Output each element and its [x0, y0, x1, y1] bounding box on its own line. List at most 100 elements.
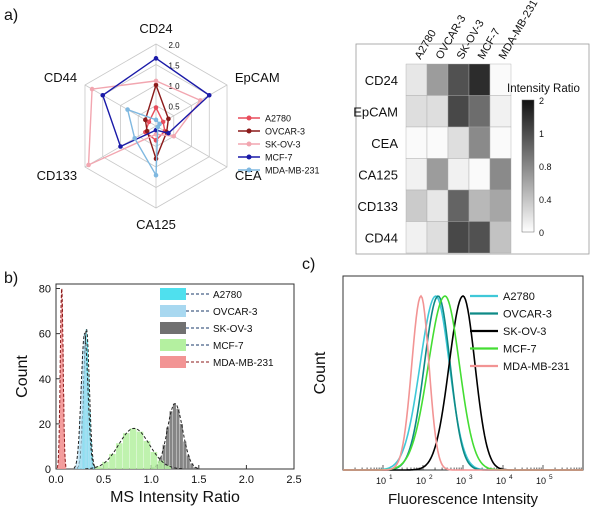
histogram-fit-mcf-7	[85, 427, 183, 470]
heatmap-cell	[405, 221, 428, 254]
radar-legend-marker	[246, 128, 252, 134]
heatmap-col-label-mda-mb-231: MDA-MB-231	[497, 0, 541, 62]
radar-point-sk-ov-3	[86, 162, 91, 168]
histogram-bar-mda-mb-231	[58, 456, 60, 469]
histogram-y-tick-label: 40	[39, 374, 51, 386]
radar-legend-label-a2780: A2780	[265, 114, 291, 124]
radar-chart: CD24 EpCAM CEA CA125 CD133 CD44 0.5 1.0 1.5 2.0	[37, 21, 280, 232]
fluorescence-legend-label-mda-mb-231: MDA-MB-231	[503, 361, 570, 373]
histogram-legend-label-sk-ov-3: SK-OV-3	[213, 324, 253, 335]
heatmap-cell	[405, 63, 428, 96]
radar-legend-marker	[246, 154, 252, 160]
histogram-bar-ovcar-3	[86, 375, 88, 469]
histogram-x-tick-label: 0.0	[48, 474, 63, 486]
heatmap-cell	[468, 95, 491, 128]
radar-point-a2780	[153, 105, 159, 110]
histogram-bar-mcf-7	[136, 431, 144, 469]
fluorescence-curve-mda-mb-231	[343, 294, 583, 471]
radar-point-mcf-7	[206, 92, 212, 98]
colorbar-tick: 0	[539, 228, 544, 238]
histogram-bar-sk-ov-3	[165, 427, 170, 469]
fluorescence-x-tick-label: 10	[376, 476, 386, 486]
histogram-bar-a2780	[93, 465, 95, 469]
histogram-bar-mcf-7	[157, 460, 165, 469]
histogram-bar-sk-ov-3	[183, 441, 187, 469]
fluorescence-legend-label-ovcar-3: OVCAR-3	[503, 309, 552, 321]
histogram-bar-sk-ov-3	[190, 463, 194, 469]
histogram-bar-mcf-7	[150, 451, 158, 469]
histogram-legend-label-ovcar-3: OVCAR-3	[213, 307, 258, 318]
histogram-chart: 0.0 0.5 1.0 1.5 2.0 2.5 0 20 40 60 80 MS Intensity …	[14, 283, 302, 506]
histogram-bar-ovcar-3	[76, 459, 78, 469]
histogram-legend-swatch	[160, 288, 186, 300]
histogram-bar-mda-mb-231	[62, 344, 64, 469]
heatmap-cell	[426, 126, 449, 159]
radar-point-mcf-7	[153, 56, 159, 61]
fluorescence-legend-label-sk-ov-3: SK-OV-3	[503, 326, 546, 338]
heatmap-cell	[405, 189, 428, 222]
heatmap-cell	[468, 221, 491, 254]
colorbar-label: Intensity Ratio	[507, 83, 580, 95]
histogram-legend-label-a2780: A2780	[213, 290, 242, 301]
histogram-bar-mda-mb-231	[59, 402, 61, 469]
radar-legend-label-mcf-7: MCF-7	[265, 153, 293, 163]
histogram-bar-sk-ov-3	[193, 467, 197, 469]
histogram-bar-mda-mb-231	[61, 288, 63, 469]
heatmap-cell	[447, 189, 470, 222]
radar-axis-label-cd44: CD44	[44, 70, 77, 85]
heatmap-cell	[468, 126, 491, 159]
radar-point-mda-mb-231	[132, 136, 137, 141]
colorbar-tick: 2	[539, 96, 544, 106]
fluorescence-y-label: Count	[312, 351, 329, 394]
histogram-bar-mda-mb-231	[58, 437, 60, 469]
radar-point-mcf-7	[166, 130, 171, 136]
fluorescence-x-tick-label: 10	[536, 476, 546, 486]
colorbar-tick: 0.4	[539, 195, 552, 205]
histogram-x-tick-label: 1.0	[144, 474, 159, 486]
histogram-y-tick-label: 80	[39, 284, 51, 296]
heatmap-row-label-cea: CEA	[371, 136, 398, 151]
histogram-bar-mcf-7	[95, 466, 102, 469]
colorbar-tick: 0.8	[539, 162, 552, 172]
histogram-bar-sk-ov-3	[172, 403, 176, 469]
histogram-y-tick-label: 20	[39, 419, 51, 431]
heatmap-cell	[489, 189, 512, 222]
radar-axis-label-cd133: CD133	[37, 168, 77, 183]
heatmap-cell	[489, 221, 512, 254]
histogram-bar-mcf-7	[143, 441, 151, 469]
fluorescence-x-tick-exp: 1	[389, 474, 393, 481]
radar-point-a2780	[160, 119, 166, 125]
heatmap-row-label-cd44: CD44	[365, 230, 398, 245]
heatmap-cell	[489, 126, 512, 159]
radar-point-mda-mb-231	[125, 107, 130, 112]
radar-axis-label-cea: CEA	[235, 168, 262, 183]
radar-legend-marker	[246, 115, 252, 121]
radar-r-tick: 1.5	[168, 62, 180, 71]
heatmap-frame	[355, 43, 590, 255]
histogram-fit-a2780	[76, 327, 97, 469]
radar-point-ovcar-3	[143, 117, 148, 123]
radar-r-tick: 2.0	[168, 41, 180, 50]
heatmap-row-label-cd133: CD133	[358, 199, 398, 214]
radar-point-mcf-7	[100, 92, 106, 98]
histogram-legend-swatch	[160, 322, 186, 334]
histogram-bar-a2780	[84, 345, 86, 469]
radar-legend-marker	[246, 167, 252, 173]
radar-axis-label-cd24: CD24	[139, 21, 172, 36]
heatmap-cell	[447, 63, 470, 96]
colorbar	[521, 99, 535, 233]
histogram-x-tick-label: 0.5	[96, 474, 111, 486]
histogram-bar-sk-ov-3	[176, 408, 180, 469]
histogram-bar-a2780	[83, 380, 85, 469]
heatmap-cell	[426, 221, 449, 254]
radar-point-ovcar-3	[144, 128, 150, 134]
heatmap-row-label-ca125: CA125	[358, 167, 398, 182]
heatmap-cell	[405, 126, 428, 159]
heatmap-cell	[489, 158, 512, 191]
panel-label-c: c)	[302, 256, 315, 273]
histogram-bar-mcf-7	[122, 433, 130, 469]
histogram-bar-ovcar-3	[85, 344, 87, 469]
heatmap-row-label-cd24: CD24	[365, 73, 398, 88]
fluorescence-frame	[342, 275, 584, 471]
